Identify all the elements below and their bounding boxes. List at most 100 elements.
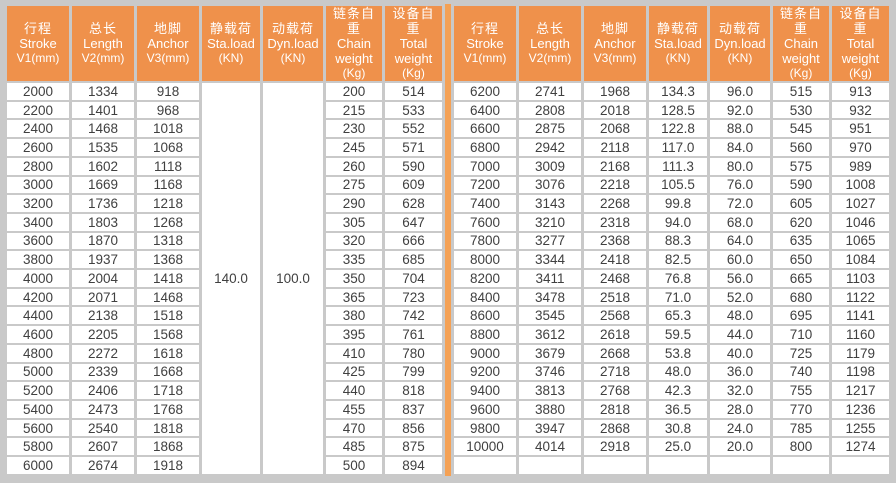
cell-total-weight: 533 <box>385 101 442 119</box>
col-header-chain-weight: 链条自重 Chain weight (Kg) <box>773 6 829 81</box>
cell-length: 3746 <box>519 363 581 381</box>
cell-length: 2540 <box>72 419 134 437</box>
cell-dyn-load <box>710 457 770 474</box>
cell-length: 1870 <box>72 232 134 250</box>
table-row <box>454 457 889 474</box>
cell-anchor: 1968 <box>584 83 646 100</box>
cell-anchor: 2368 <box>584 232 646 250</box>
cell-total-weight: 799 <box>385 363 442 381</box>
cell-length: 2272 <box>72 344 134 362</box>
cell-stroke: 8200 <box>454 270 516 287</box>
spec-table-left: 行程 Stroke V1(mm) 总长 Length V2(mm) 地脚 Anchor V3(m… <box>4 4 445 476</box>
col-header-stroke-en: Stroke <box>466 36 504 51</box>
cell-stroke: 4000 <box>7 270 69 287</box>
cell-length: 3478 <box>519 288 581 306</box>
cell-total-weight: 590 <box>385 157 442 175</box>
cell-total-weight: 856 <box>385 419 442 437</box>
cell-total-weight: 723 <box>385 288 442 306</box>
cell-stroke: 9200 <box>454 363 516 381</box>
table-row: 9000 3679 2668 53.8 40.0 725 1179 <box>454 344 889 362</box>
header-row: 行程 Stroke V1(mm) 总长 Length V2(mm) 地脚 Anchor V3(m… <box>7 6 442 81</box>
cell-dyn-load: 60.0 <box>710 251 770 269</box>
cell-chain-weight: 680 <box>773 288 829 306</box>
cell-length: 1334 <box>72 83 134 100</box>
cell-dyn-load: 20.0 <box>710 438 770 456</box>
cell-anchor: 2818 <box>584 400 646 418</box>
table-row: 3600 1870 1318 320 666 <box>7 232 442 250</box>
col-header-anchor-en: Anchor <box>594 36 636 51</box>
cell-sta-load: 122.8 <box>649 120 707 138</box>
cell-stroke: 3600 <box>7 232 69 250</box>
col-header-sta-load-en: Sta.load <box>207 36 255 51</box>
cell-sta-load <box>649 457 707 474</box>
cell-stroke <box>454 457 516 474</box>
col-header-stroke-unit: V1(mm) <box>16 51 60 65</box>
cell-anchor: 1618 <box>137 344 199 362</box>
col-header-chain-weight: 链条自重 Chain weight (Kg) <box>326 6 382 81</box>
cell-chain-weight: 605 <box>773 195 829 212</box>
cell-chain-weight: 320 <box>326 232 382 250</box>
col-header-sta-load: 静载荷 Sta.load (KN) <box>649 6 707 81</box>
table-row: 5800 2607 1868 485 875 <box>7 438 442 456</box>
cell-total-weight: 818 <box>385 382 442 399</box>
cell-anchor: 2218 <box>584 176 646 194</box>
cell-stroke: 6600 <box>454 120 516 138</box>
cell-anchor: 2618 <box>584 326 646 343</box>
cell-anchor: 2568 <box>584 307 646 325</box>
cell-total-weight: 989 <box>832 157 889 175</box>
cell-length: 2741 <box>519 83 581 100</box>
table-row: 6000 2674 1918 500 894 <box>7 457 442 474</box>
col-header-chain-weight-unit: (Kg) <box>789 66 813 80</box>
col-header-length-unit: V2(mm) <box>81 51 125 65</box>
cell-anchor <box>584 457 646 474</box>
cell-length: 2406 <box>72 382 134 399</box>
cell-dyn-load-merged: 100.0 <box>263 83 323 474</box>
cell-sta-load: 53.8 <box>649 344 707 362</box>
cell-dyn-load: 96.0 <box>710 83 770 100</box>
cell-stroke: 2600 <box>7 139 69 156</box>
table-row: 4200 2071 1468 365 723 <box>7 288 442 306</box>
cell-total-weight: 1217 <box>832 382 889 399</box>
cell-dyn-load: 48.0 <box>710 307 770 325</box>
cell-chain-weight: 710 <box>773 326 829 343</box>
cell-chain-weight: 455 <box>326 400 382 418</box>
cell-chain-weight: 380 <box>326 307 382 325</box>
cell-total-weight: 742 <box>385 307 442 325</box>
table-row: 6800 2942 2118 117.0 84.0 560 970 <box>454 139 889 156</box>
cell-length: 3411 <box>519 270 581 287</box>
col-header-dyn-load: 动载荷 Dyn.load (KN) <box>263 6 323 81</box>
cell-length: 3210 <box>519 213 581 231</box>
col-header-sta-load-zh: 静载荷 <box>209 21 252 36</box>
table-row: 3800 1937 1368 335 685 <box>7 251 442 269</box>
col-header-total-weight-zh: 设备自重 <box>839 6 882 36</box>
col-header-stroke: 行程 Stroke V1(mm) <box>454 6 516 81</box>
cell-anchor: 1518 <box>137 307 199 325</box>
col-header-sta-load-unit: (KN) <box>665 51 691 65</box>
col-header-length-zh: 总长 <box>535 21 564 36</box>
cell-total-weight: 1046 <box>832 213 889 231</box>
col-header-stroke-zh: 行程 <box>470 21 499 36</box>
cell-length: 2004 <box>72 270 134 287</box>
cell-length: 1669 <box>72 176 134 194</box>
cell-stroke: 5600 <box>7 419 69 437</box>
cell-total-weight: 552 <box>385 120 442 138</box>
cell-total-weight: 1255 <box>832 419 889 437</box>
cell-anchor: 1768 <box>137 400 199 418</box>
cell-chain-weight: 245 <box>326 139 382 156</box>
cell-length: 2339 <box>72 363 134 381</box>
table-row: 5000 2339 1668 425 799 <box>7 363 442 381</box>
cell-chain-weight: 425 <box>326 363 382 381</box>
cell-total-weight: 666 <box>385 232 442 250</box>
spec-table-right: 行程 Stroke V1(mm) 总长 Length V2(mm) 地脚 Anchor V3(m… <box>451 4 892 476</box>
cell-stroke: 8400 <box>454 288 516 306</box>
cell-stroke: 4600 <box>7 326 69 343</box>
cell-length: 1736 <box>72 195 134 212</box>
col-header-anchor-unit: V3(mm) <box>146 51 190 65</box>
cell-chain-weight: 440 <box>326 382 382 399</box>
cell-stroke: 6000 <box>7 457 69 474</box>
col-header-sta-load-en: Sta.load <box>654 36 702 51</box>
cell-anchor: 2318 <box>584 213 646 231</box>
cell-length: 3076 <box>519 176 581 194</box>
cell-total-weight: 894 <box>385 457 442 474</box>
cell-anchor: 2268 <box>584 195 646 212</box>
